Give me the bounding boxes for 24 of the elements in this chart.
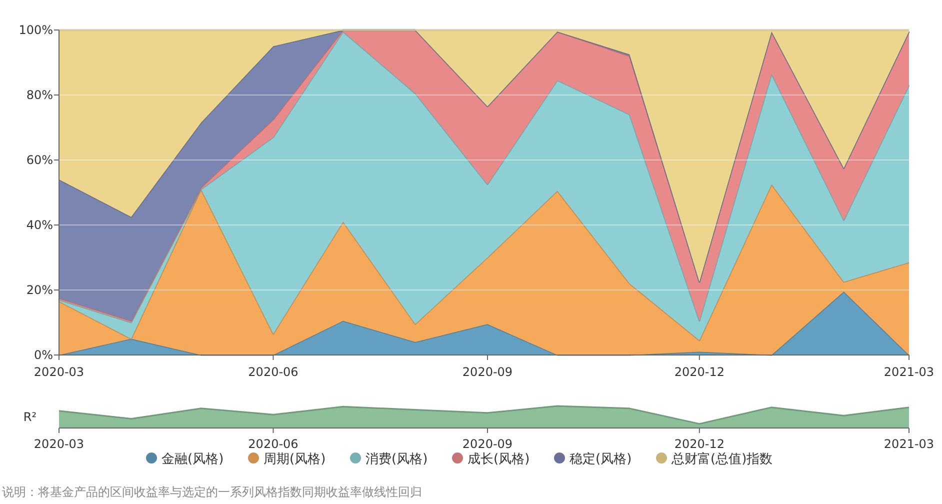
y-tick-label: 0% bbox=[34, 348, 53, 362]
text: 说明：将基金产品的区间收益率与选定的一系列风格指数同期收益率做线性回归 bbox=[2, 485, 422, 499]
x-tick-label: 2020-09 bbox=[462, 365, 513, 379]
y-tick-label: 20% bbox=[26, 283, 53, 297]
legend-label: 消费(风格) bbox=[366, 452, 428, 467]
y-tick-label: 80% bbox=[26, 88, 53, 102]
x-tick-label: 2021-03 bbox=[884, 365, 934, 379]
y-tick-label: 60% bbox=[26, 153, 53, 167]
x-tick-label: 2020-09 bbox=[462, 437, 513, 451]
x-tick-label: 2020-03 bbox=[34, 365, 84, 379]
x-tick-label: 2020-06 bbox=[248, 365, 298, 379]
y-tick-label: 40% bbox=[26, 218, 53, 232]
x-tick-label: 2020-12 bbox=[674, 365, 724, 379]
legend-label: 成长(风格) bbox=[468, 452, 530, 467]
legend-label: 金融(风格) bbox=[162, 452, 224, 467]
legend-label: 稳定(风格) bbox=[570, 452, 632, 467]
x-tick-label: 2020-12 bbox=[674, 437, 724, 451]
y-axis-title: R² bbox=[23, 410, 37, 424]
legend-label: 总财富(总值)指数 bbox=[670, 451, 773, 467]
x-tick-label: 2021-03 bbox=[884, 437, 934, 451]
x-tick-label: 2020-06 bbox=[248, 437, 298, 451]
y-tick-label: 100% bbox=[18, 23, 53, 37]
legend-label: 周期(风格) bbox=[264, 452, 326, 467]
x-tick-label: 2020-03 bbox=[34, 437, 84, 451]
